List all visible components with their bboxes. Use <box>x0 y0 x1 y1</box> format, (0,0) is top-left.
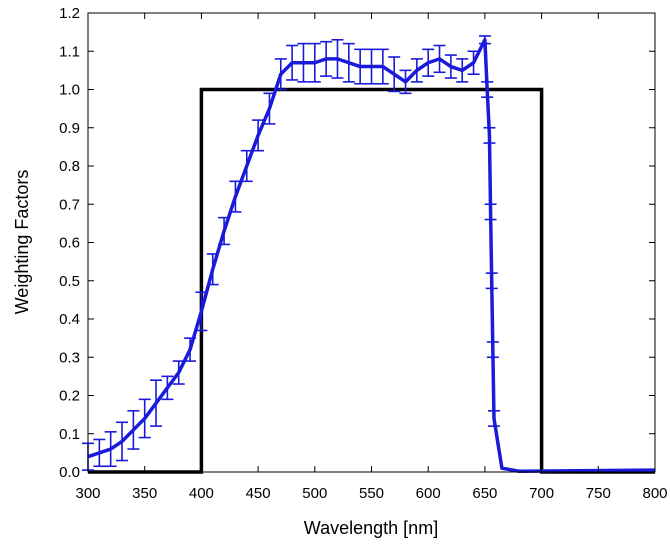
y-tick-label: 0.9 <box>59 120 80 137</box>
y-tick-label: 0.5 <box>59 273 80 290</box>
x-tick-label: 550 <box>359 485 384 502</box>
x-tick-label: 650 <box>472 485 497 502</box>
y-tick-label: 0.8 <box>59 158 80 175</box>
x-axis-label: Wavelength [nm] <box>304 518 438 538</box>
y-tick-label: 0.0 <box>59 464 80 481</box>
y-tick-label: 0.1 <box>59 426 80 443</box>
plot-marks <box>82 35 656 474</box>
x-tick-label: 350 <box>132 485 157 502</box>
x-tick-label: 500 <box>302 485 327 502</box>
y-tick-label: 1.0 <box>59 82 80 99</box>
x-tick-label: 700 <box>529 485 554 502</box>
y-tick-label: 0.6 <box>59 235 80 252</box>
y-tick-label: 0.3 <box>59 349 80 366</box>
y-tick-label: 1.1 <box>59 43 80 60</box>
y-tick-label: 0.2 <box>59 388 80 405</box>
x-tick-label: 800 <box>642 485 667 502</box>
y-axis-label: Weighting Factors <box>12 170 32 315</box>
axis-ticks: 300 350 400 450 500 550 600 650 700 750 800 0.0 0.1 0… <box>59 5 667 502</box>
x-tick-label: 400 <box>189 485 214 502</box>
y-tick-label: 0.7 <box>59 196 80 213</box>
x-tick-label: 600 <box>416 485 441 502</box>
y-tick-label: 0.4 <box>59 311 80 328</box>
x-tick-label: 300 <box>75 485 100 502</box>
y-tick-label: 1.2 <box>59 5 80 22</box>
ideal-step-line <box>88 87 655 474</box>
measured-line <box>87 38 656 473</box>
x-tick-label: 450 <box>246 485 271 502</box>
x-tick-label: 750 <box>586 485 611 502</box>
